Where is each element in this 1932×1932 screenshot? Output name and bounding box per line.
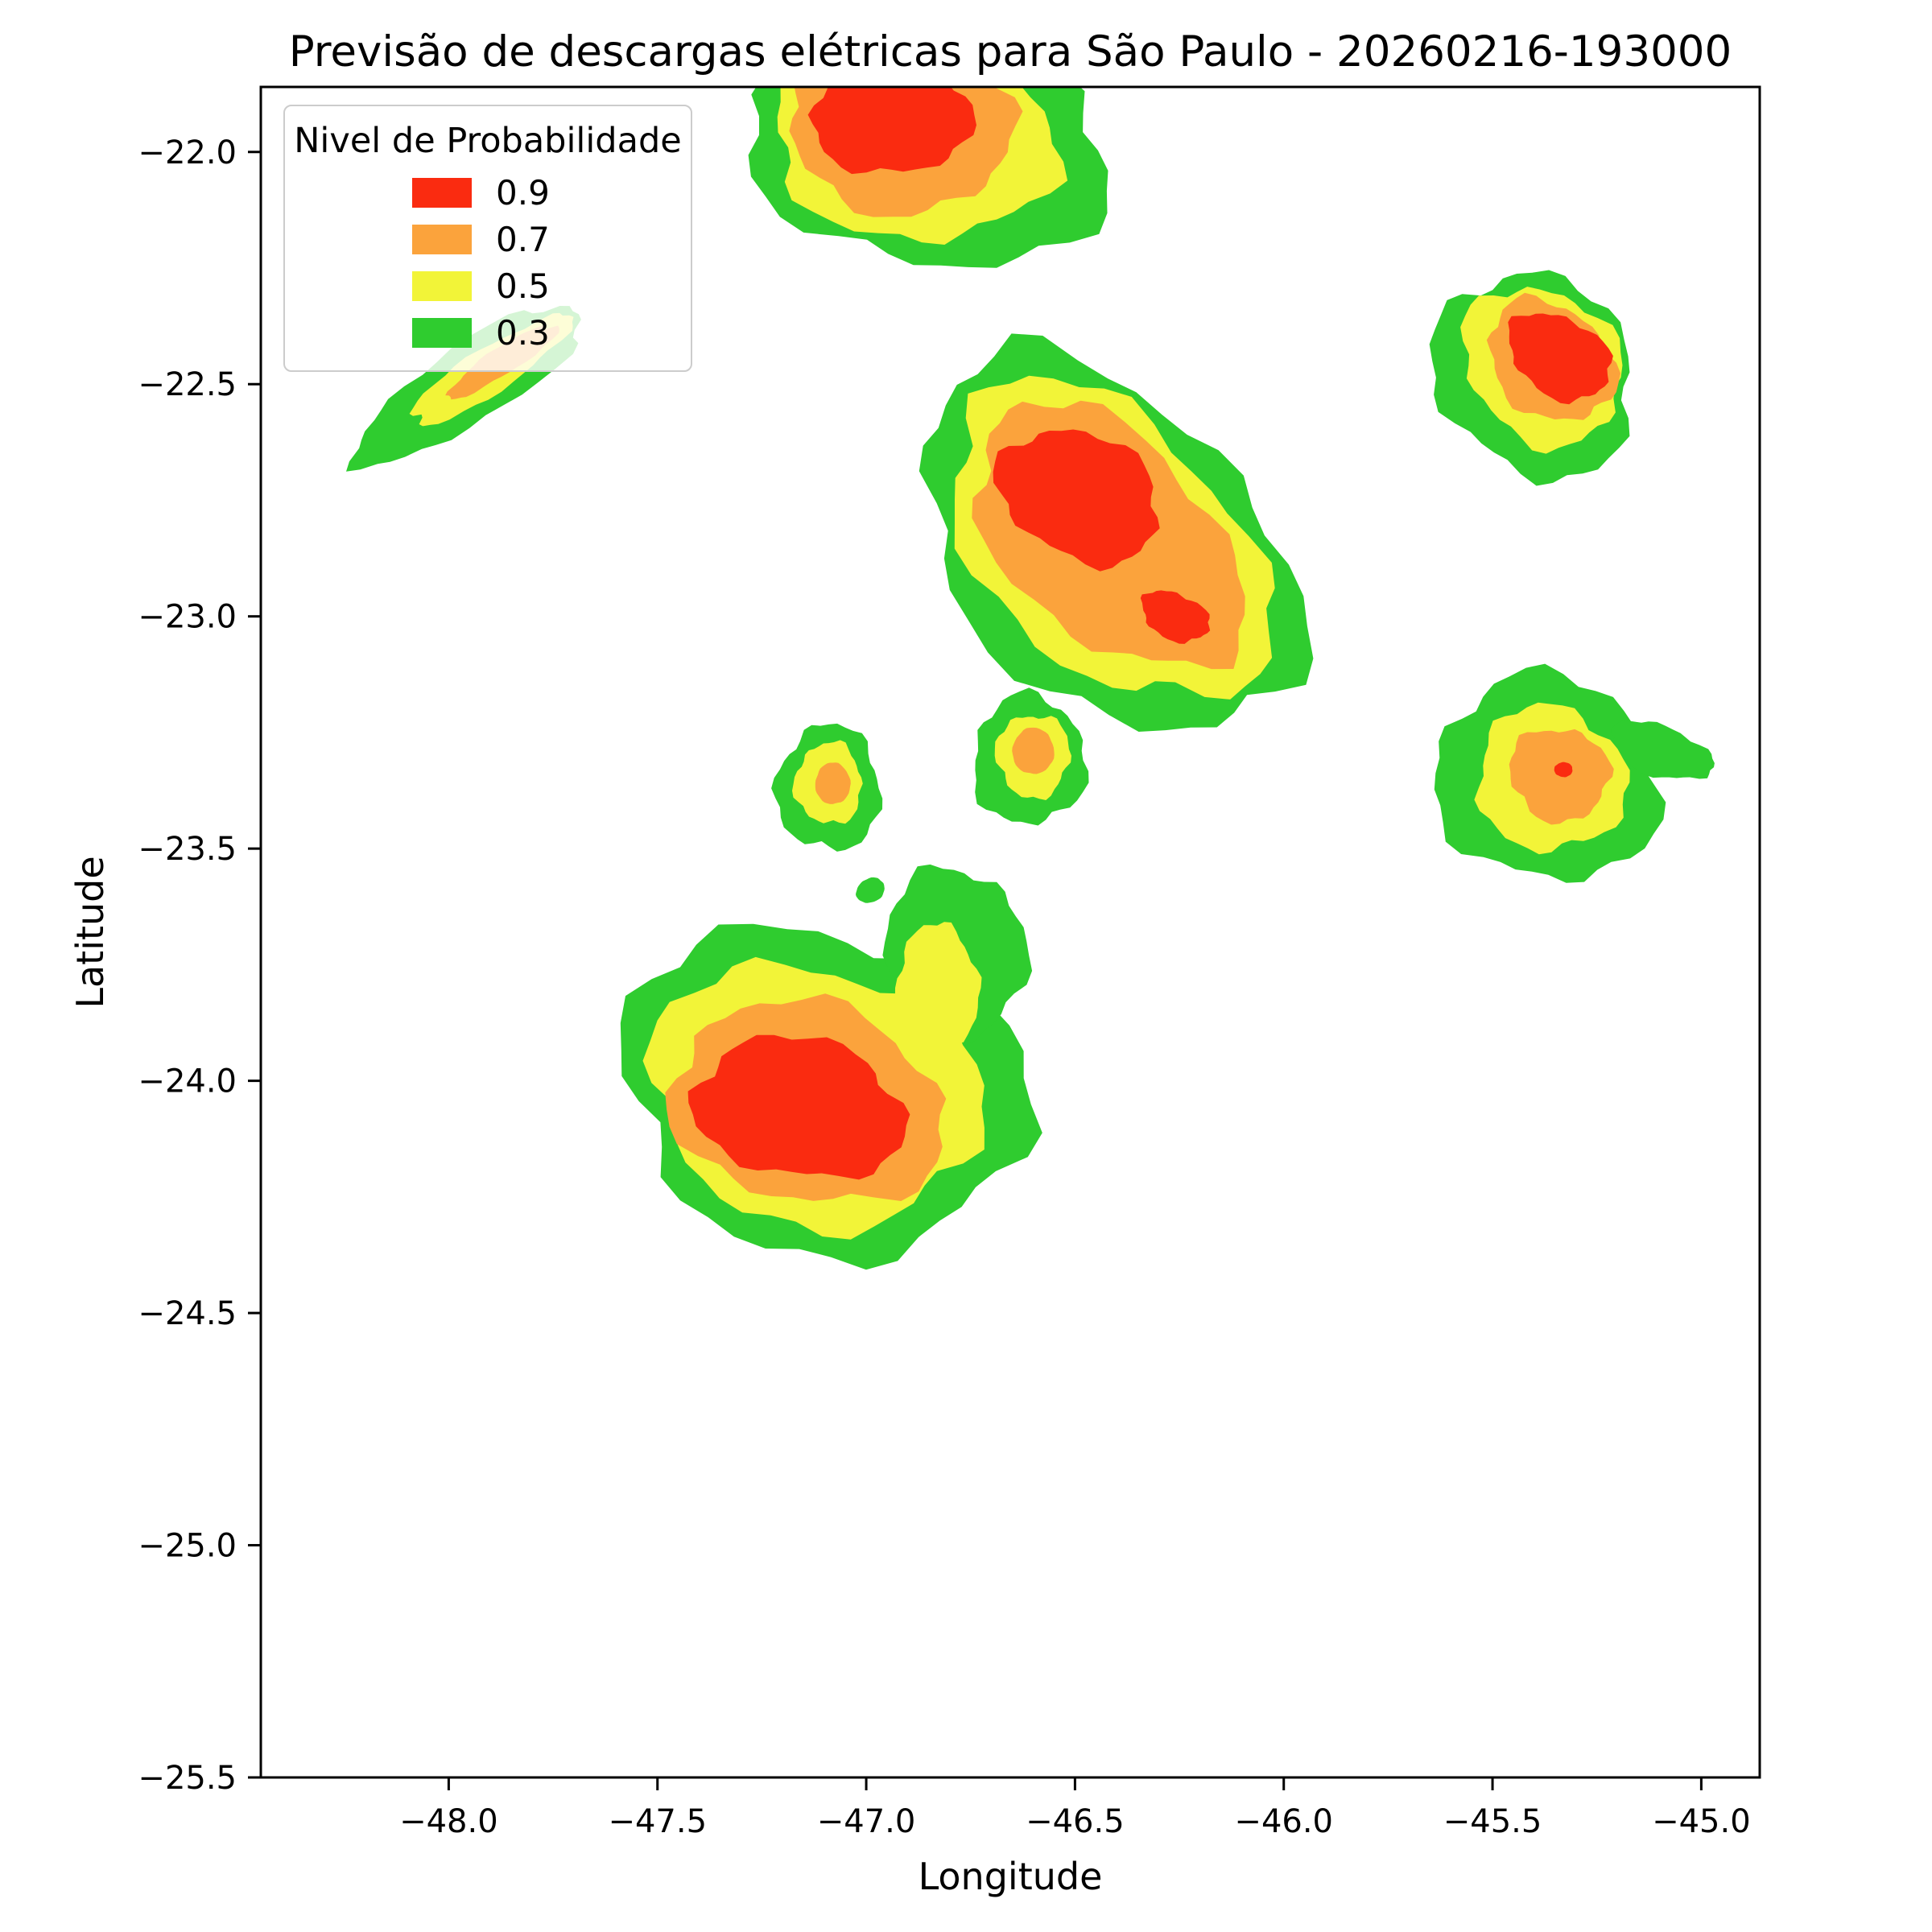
x-axis-label: Longitude: [918, 1855, 1103, 1898]
contour-region-central-cluster-p0.9: [1140, 590, 1211, 644]
contour-region-southwest-cluster-p0.5: [894, 922, 982, 1048]
legend-title: Nivel de Probabilidade: [294, 121, 682, 161]
legend-swatch-0.9-icon: [412, 177, 472, 208]
legend-swatch-0.3-icon: [412, 317, 472, 348]
axes-frame: [259, 85, 1761, 1779]
contour-region-east-cell-p0.3: [1607, 720, 1715, 779]
x-tick-label: −48.0: [399, 1803, 498, 1840]
legend-entry-label: 0.9: [496, 172, 550, 213]
tick-layer: −48.0 −47.5 −47.0 −46.5 −46.0 −45.5 −45.0 −22.0…: [138, 134, 1750, 1840]
y-tick-label: −23.0: [138, 599, 237, 636]
legend-entry: 0.7: [412, 216, 691, 262]
y-tick-label: −24.5: [138, 1295, 237, 1332]
legend-swatch-0.5-icon: [412, 270, 472, 301]
x-tick-label: −45.5: [1443, 1803, 1542, 1840]
x-tick-label: −46.5: [1026, 1803, 1125, 1840]
legend: Nivel de Probabilidade 0.9 0.7 0.5 0.3: [283, 105, 692, 372]
chart-title: Previsão de descargas elétricas para São…: [288, 27, 1732, 76]
contour-region-east-cell-p0.9: [1554, 762, 1573, 778]
legend-entry: 0.5: [412, 262, 691, 309]
y-tick-label: −24.0: [138, 1063, 237, 1100]
contour-region-southwest-cluster-p0.3: [856, 877, 885, 903]
x-tick-label: −46.0: [1234, 1803, 1333, 1840]
legend-entry: 0.9: [412, 169, 691, 216]
y-tick-label: −22.0: [138, 134, 237, 171]
contour-region-small-cell-west-p0.7: [815, 762, 851, 804]
y-tick-label: −25.5: [138, 1760, 237, 1797]
legend-entry: 0.3: [412, 309, 691, 356]
x-tick-label: −45.0: [1652, 1803, 1751, 1840]
legend-swatch-0.7-icon: [412, 224, 472, 254]
contour-region-east-cell-p0.7: [1509, 729, 1614, 825]
contour-layer: [346, 87, 1715, 1270]
contour-region-southwest-cluster-p0.9: [687, 1034, 910, 1180]
contour-region-small-cell-center-p0.7: [1012, 727, 1055, 774]
y-tick-label: −23.5: [138, 831, 237, 868]
y-tick-label: −22.5: [138, 366, 237, 403]
x-tick-label: −47.5: [608, 1803, 707, 1840]
contour-region-central-cluster-p0.9: [993, 429, 1160, 572]
legend-entry-label: 0.3: [496, 312, 550, 353]
y-tick-label: −25.0: [138, 1528, 237, 1565]
contour-region-northeast-cell-p0.9: [1508, 313, 1613, 405]
y-axis-label: Latitude: [68, 856, 112, 1009]
legend-entry-label: 0.5: [496, 266, 550, 306]
x-tick-label: −47.0: [817, 1803, 916, 1840]
contour-region-north-cell-p0.9: [807, 87, 976, 175]
legend-entry-label: 0.7: [496, 219, 550, 259]
